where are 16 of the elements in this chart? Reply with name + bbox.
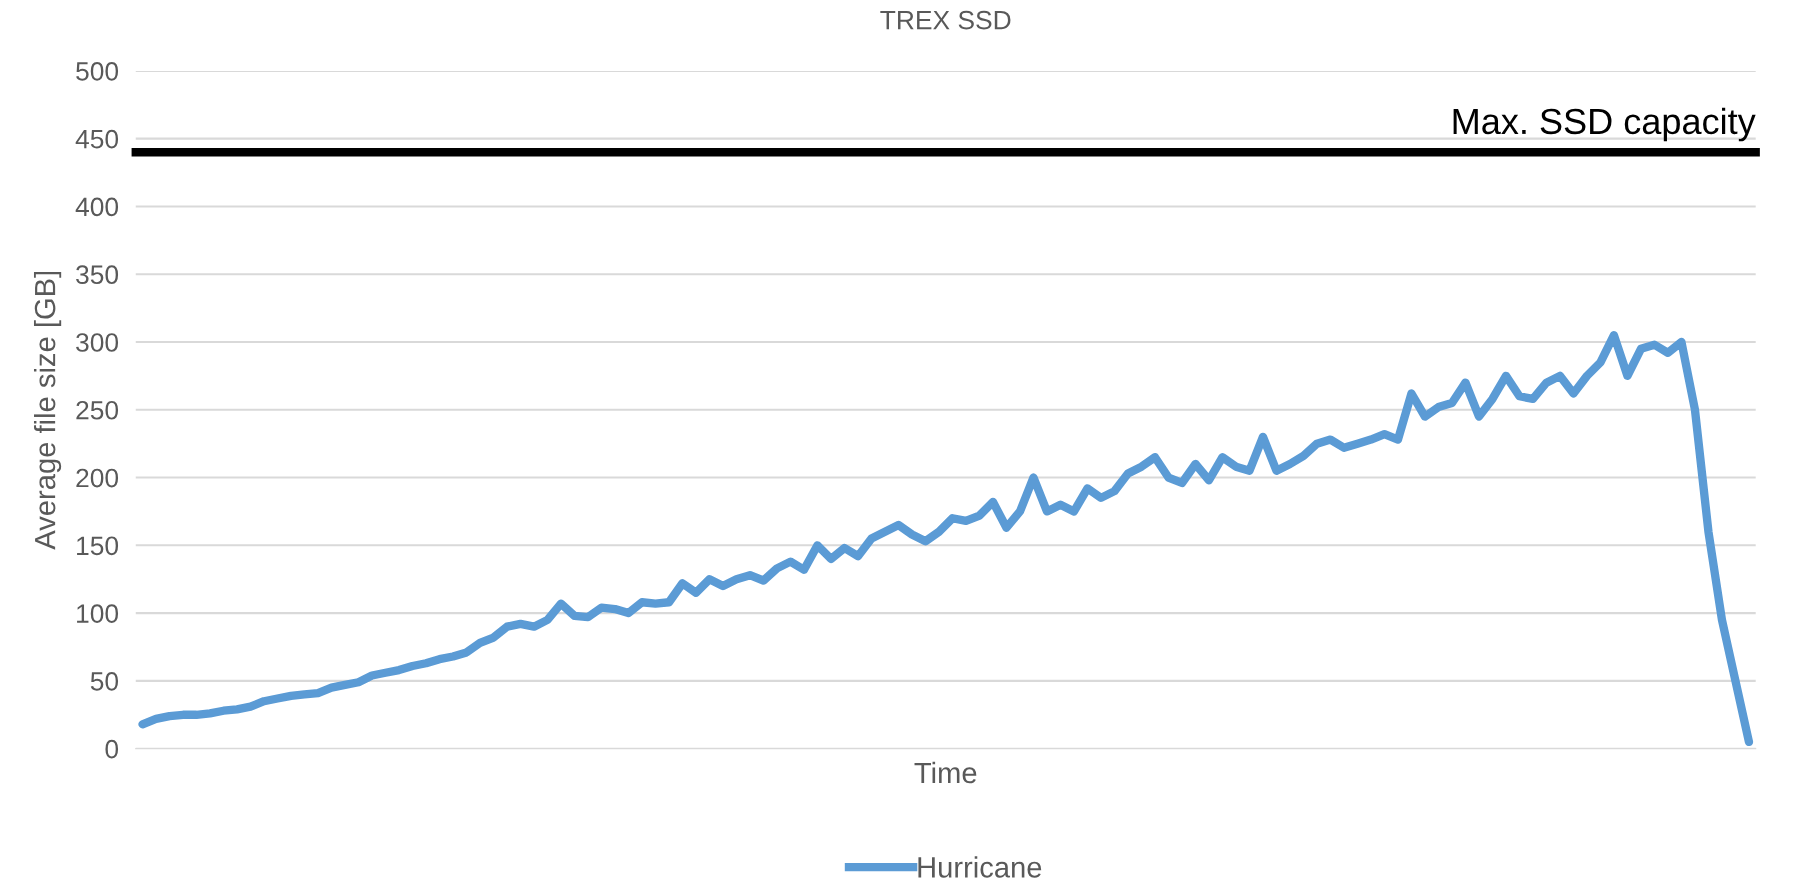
y-tick-label: 100 xyxy=(77,604,119,623)
y-tick-label: 350 xyxy=(76,265,119,285)
y-tick-label: 0 xyxy=(105,739,119,759)
y-tick-label: 400 xyxy=(75,197,119,217)
legend-label: Hurricane xyxy=(918,856,1042,878)
y-tick-label: 250 xyxy=(76,400,119,420)
y-tick-label: 200 xyxy=(76,468,119,488)
ref-line-label: Max. SSD capacity xyxy=(1453,107,1756,142)
chart-title: TREX SSD xyxy=(880,10,1011,30)
y-tick-label: 300 xyxy=(76,333,119,352)
y-axis-title: Average file size [GB] xyxy=(33,271,62,550)
y-tick-label: 500 xyxy=(76,62,119,81)
y-tick-label: 150 xyxy=(77,536,119,556)
x-axis-title: Time xyxy=(914,761,977,784)
y-tick-label: 450 xyxy=(75,129,119,149)
y-tick-label: 50 xyxy=(90,672,119,691)
